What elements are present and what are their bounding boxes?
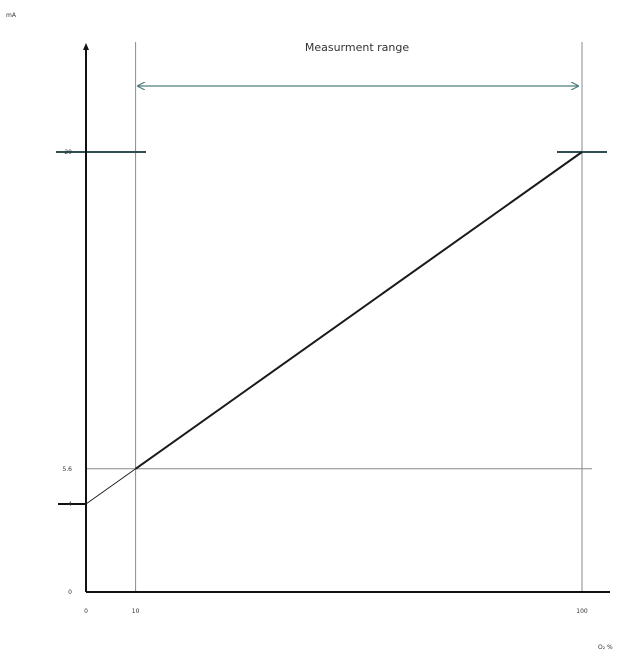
y-axis-unit: mA bbox=[6, 12, 17, 19]
series-line-in-range bbox=[135, 151, 583, 470]
measurement-range-label: Measurment range bbox=[305, 41, 410, 54]
y-tick-label: 0 bbox=[68, 589, 72, 596]
y-tick-label: 20 bbox=[64, 149, 72, 156]
x-tick-label: 10 bbox=[132, 608, 140, 615]
series-line-below-range bbox=[85, 468, 136, 505]
x-tick-label: 100 bbox=[576, 608, 588, 615]
y-axis-arrow-icon bbox=[83, 43, 89, 50]
x-tick-label: 0 bbox=[84, 608, 88, 615]
y-tick-label: 4 bbox=[68, 501, 72, 508]
y-tick-label: 5.6 bbox=[62, 466, 72, 473]
x-axis-unit: O₂ % bbox=[598, 644, 613, 651]
